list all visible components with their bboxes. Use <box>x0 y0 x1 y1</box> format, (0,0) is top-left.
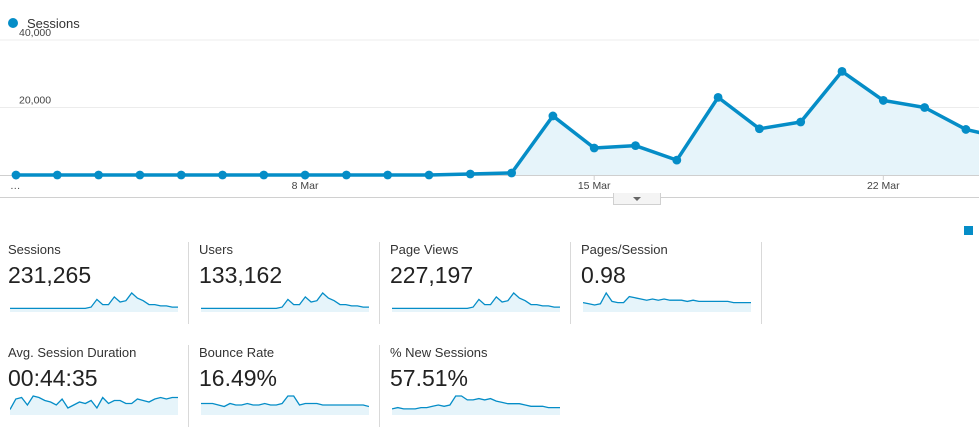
metric-label: Avg. Session Duration <box>8 345 137 360</box>
legend-square-icon <box>964 226 973 235</box>
sparkline-line <box>392 292 560 310</box>
y-tick-label: 40,000 <box>19 27 51 39</box>
metric-card[interactable]: Users 133,162 <box>199 242 380 324</box>
chart-legend: Sessions <box>8 14 80 32</box>
legend-label: Sessions <box>27 15 80 31</box>
metric-label: Pages/Session <box>581 242 668 257</box>
x-tick-label: 15 Mar <box>578 180 611 192</box>
metric-value: 231,265 <box>8 262 92 288</box>
sparkline-area <box>392 293 560 312</box>
data-point[interactable] <box>878 96 888 105</box>
metric-value: 57.51% <box>390 365 469 391</box>
metric-card[interactable]: % New Sessions 57.51% <box>390 345 570 427</box>
sparkline-area <box>201 396 369 415</box>
sparkline <box>392 292 560 312</box>
metric-value: 16.49% <box>199 365 278 391</box>
data-point[interactable] <box>961 125 971 134</box>
metric-card[interactable]: Avg. Session Duration 00:44:35 <box>8 345 189 427</box>
sparkline-area <box>10 293 178 312</box>
sparkline <box>201 395 369 415</box>
chevron-down-icon <box>633 196 641 201</box>
data-point[interactable] <box>548 111 558 121</box>
data-point[interactable] <box>94 170 103 180</box>
x-tick-label: 8 Mar <box>292 180 319 192</box>
chart-collapse-button[interactable] <box>613 193 661 205</box>
data-point[interactable] <box>672 155 682 165</box>
data-point[interactable] <box>424 170 434 180</box>
data-point[interactable] <box>135 170 145 180</box>
sparkline-line <box>10 292 178 310</box>
metric-label: Users <box>199 242 233 257</box>
data-point[interactable] <box>920 103 929 112</box>
metric-value: 133,162 <box>199 262 283 288</box>
data-point[interactable] <box>837 66 847 76</box>
metric-label: Page Views <box>390 242 459 257</box>
data-point[interactable] <box>589 143 599 153</box>
metric-label: % New Sessions <box>390 345 488 360</box>
metric-value: 0.98 <box>581 262 626 288</box>
metric-card[interactable]: Page Views 227,197 <box>390 242 571 324</box>
sparkline-area <box>201 293 369 312</box>
sparkline <box>583 291 751 312</box>
data-point[interactable] <box>383 170 393 180</box>
x-tick-label: … <box>10 180 21 192</box>
metric-value: 227,197 <box>390 262 474 288</box>
sparkline-area <box>392 396 560 415</box>
data-point[interactable] <box>176 170 186 180</box>
sessions-chart: 40,000 20,000 … 8 Mar 15 Mar 22 Mar <box>0 27 979 198</box>
sparkline-line <box>583 291 751 306</box>
data-point[interactable] <box>796 117 806 127</box>
metric-value: 00:44:35 <box>8 365 98 391</box>
sparkline <box>10 292 178 312</box>
data-point[interactable] <box>465 169 475 179</box>
data-point[interactable] <box>300 170 310 180</box>
sparkline <box>392 395 560 415</box>
data-point[interactable] <box>259 170 269 180</box>
data-point[interactable] <box>218 170 227 180</box>
metric-label: Sessions <box>8 242 61 257</box>
data-point[interactable] <box>755 124 764 134</box>
sparkline-area <box>10 396 178 415</box>
sparkline-line <box>10 395 178 410</box>
data-point[interactable] <box>507 168 516 178</box>
data-point[interactable] <box>631 141 640 151</box>
data-point[interactable] <box>713 92 723 102</box>
sparkline-line <box>201 292 369 310</box>
sparkline-area <box>583 293 751 312</box>
metric-label: Bounce Rate <box>199 345 275 360</box>
sparkline <box>10 395 178 415</box>
series-area <box>16 71 979 175</box>
metric-card[interactable]: Sessions 231,265 <box>8 242 189 324</box>
sparkline-line <box>392 395 560 410</box>
sparkline <box>201 292 369 312</box>
x-tick-label: 22 Mar <box>867 180 900 192</box>
metric-card[interactable]: Pages/Session 0.98 <box>581 242 762 324</box>
sparkline-line <box>201 395 369 408</box>
legend-dot <box>8 18 18 28</box>
data-point[interactable] <box>11 170 21 180</box>
metric-card[interactable]: Bounce Rate 16.49% <box>199 345 380 427</box>
data-point[interactable] <box>52 170 62 180</box>
data-point[interactable] <box>342 170 351 180</box>
y-tick-label: 20,000 <box>19 95 51 107</box>
